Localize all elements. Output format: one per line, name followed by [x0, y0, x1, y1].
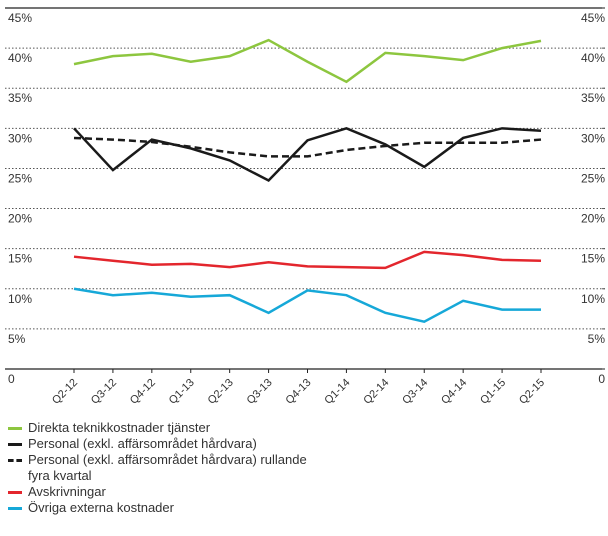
legend-item: Avskrivningar — [8, 484, 318, 500]
legend-label: Övriga externa kostnader — [28, 500, 174, 515]
legend-label: Direkta teknikkostnader tjänster — [28, 420, 211, 435]
y2-tick-label: 10% — [581, 292, 605, 306]
y-tick-label: 0 — [8, 372, 15, 386]
x-tick-label: Q1-15 — [478, 377, 508, 407]
y2-tick-label: 35% — [581, 91, 605, 105]
y2-tick-label: 40% — [581, 51, 605, 65]
y-tick-label: 20% — [8, 212, 32, 226]
y-tick-label: 35% — [8, 91, 32, 105]
y-tick-label: 45% — [8, 11, 32, 25]
y-tick-label: 10% — [8, 292, 32, 306]
legend-label: Avskrivningar — [28, 484, 106, 499]
y-tick-label: 40% — [8, 51, 32, 65]
series-line — [73, 136, 542, 158]
x-tick-label: Q3-14 — [400, 377, 430, 407]
series-line — [73, 127, 542, 183]
y2-tick-label: 0 — [598, 372, 605, 386]
y-tick-label: 15% — [8, 252, 32, 266]
x-tick-label: Q4-13 — [284, 377, 314, 407]
x-tick-label: Q3-13 — [245, 377, 275, 407]
x-tick-label: Q2-14 — [361, 377, 391, 407]
x-tick-label: Q2-15 — [517, 377, 547, 407]
legend-item: Personal (exkl. affärsområdet hårdvara) … — [8, 452, 318, 484]
series-line — [73, 250, 542, 270]
x-tick-label: Q4-14 — [439, 377, 469, 407]
x-tick-label: Q2-13 — [206, 377, 236, 407]
legend-item: Personal (exkl. affärsområdet hårdvara) — [8, 436, 318, 452]
x-tick-label: Q1-14 — [322, 377, 352, 407]
legend-label: Personal (exkl. affärsområdet hårdvara) … — [28, 452, 307, 483]
series-line — [73, 38, 542, 84]
y2-tick-label: 15% — [581, 252, 605, 266]
x-tick-label: Q4-12 — [128, 377, 158, 407]
y2-tick-label: 30% — [581, 131, 605, 145]
legend: Direkta teknikkostnader tjänster Personal… — [8, 420, 318, 516]
series-line — [73, 287, 541, 323]
legend-swatch — [8, 443, 22, 446]
legend-item: Övriga externa kostnader — [8, 500, 318, 516]
legend-swatch — [8, 507, 22, 510]
y2-tick-label: 5% — [588, 332, 606, 346]
legend-label: Personal (exkl. affärsområdet hårdvara) — [28, 436, 257, 451]
y2-tick-label: 45% — [581, 11, 605, 25]
legend-item: Direkta teknikkostnader tjänster — [8, 420, 318, 436]
x-tick-label: Q3-12 — [89, 377, 119, 407]
y2-tick-label: 20% — [581, 212, 605, 226]
y-tick-label: 30% — [8, 131, 32, 145]
legend-swatch — [8, 427, 22, 430]
legend-swatch — [8, 459, 22, 462]
y-tick-label: 25% — [8, 171, 32, 185]
chart: 0 5% 10% 15% 20% 25% 30% 35% 40% 45% 0 5% 10% 15% 20% 2… — [5, 7, 606, 407]
y-tick-label: 5% — [8, 332, 26, 346]
y2-tick-label: 25% — [581, 171, 605, 185]
legend-swatch — [8, 491, 22, 494]
x-tick-label: Q2-12 — [50, 377, 80, 407]
x-tick-label: Q1-13 — [167, 377, 197, 407]
